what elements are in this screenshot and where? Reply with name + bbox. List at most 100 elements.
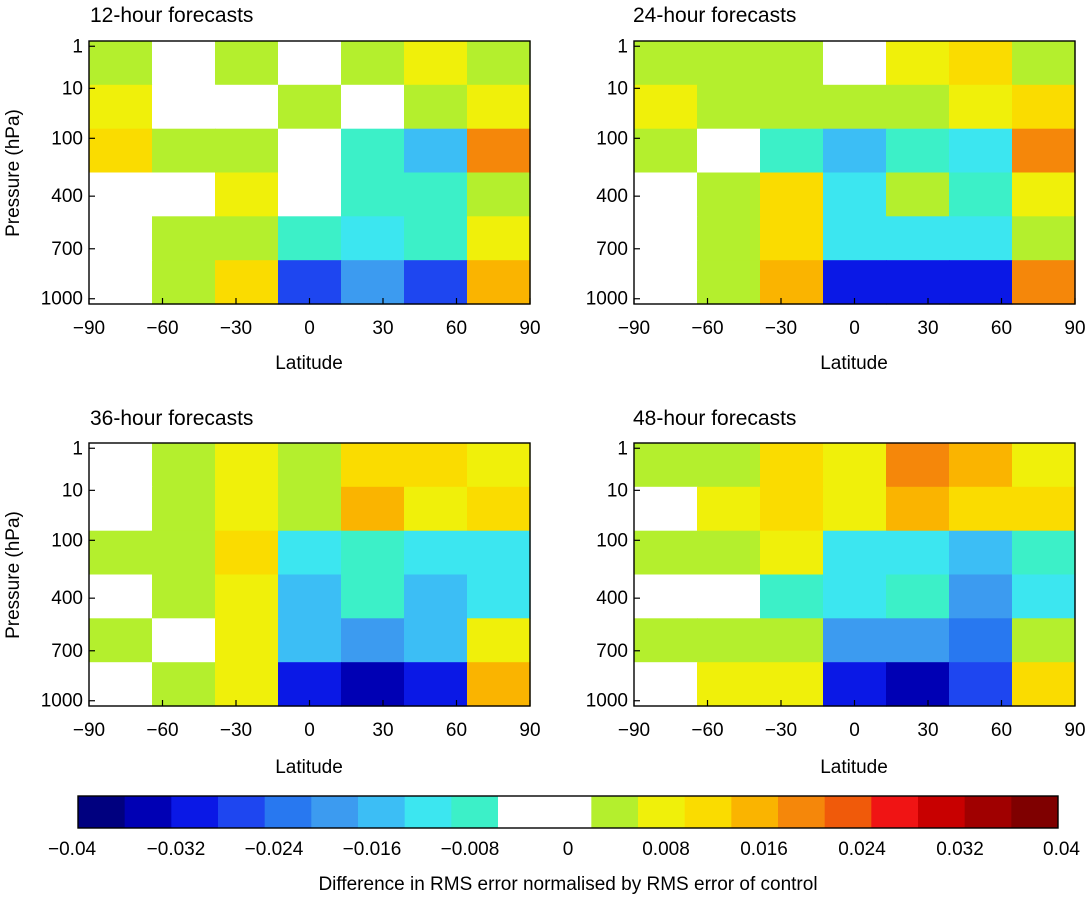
- field-cell: [1012, 128, 1076, 174]
- field-cell: [89, 662, 153, 707]
- field-cell: [89, 574, 153, 619]
- field-cell: [89, 530, 153, 576]
- field-cell: [404, 216, 468, 261]
- field-cell: [886, 618, 950, 663]
- colorbar-swatch: [638, 796, 686, 828]
- field-cell: [89, 84, 153, 130]
- y-axis-label: Pressure (hPa): [3, 511, 24, 639]
- colorbar-tick-label: −0.008: [441, 839, 500, 860]
- field-cell: [634, 574, 698, 619]
- x-tick-labels: −90 −60 −30 0 30 60 90: [618, 700, 1086, 741]
- x-tick-label: 90: [1064, 318, 1085, 339]
- field-cell: [886, 41, 950, 86]
- x-tick-label: −90: [73, 720, 105, 741]
- field-cell: [697, 486, 761, 532]
- x-tick-label: −30: [765, 720, 797, 741]
- x-tick-label: 0: [849, 318, 860, 339]
- field-cell: [152, 260, 216, 305]
- field-cell: [823, 172, 887, 217]
- field-cell: [467, 41, 531, 86]
- colorbar-tick-label: 0.008: [642, 839, 690, 860]
- x-tick-label: 30: [917, 720, 938, 741]
- field-cell: [1012, 84, 1076, 130]
- field-cell: [823, 216, 887, 261]
- field-cell: [278, 486, 342, 532]
- field-cell: [823, 443, 887, 488]
- field-cell: [89, 128, 153, 174]
- colorbar-swatch: [451, 796, 499, 828]
- colorbar-swatch: [871, 796, 919, 828]
- field-cell: [634, 128, 698, 174]
- field-cell: [886, 216, 950, 261]
- field-cell: [278, 128, 342, 174]
- field-cell: [760, 443, 824, 488]
- field-cell: [823, 574, 887, 619]
- colorbar-swatch: [78, 796, 126, 828]
- y-tick-label: 1: [617, 438, 628, 459]
- field-cell: [467, 574, 531, 619]
- x-axis-label: Latitude: [820, 757, 888, 778]
- field-cell: [215, 128, 279, 174]
- field-cell: [89, 486, 153, 532]
- field-cell: [278, 574, 342, 619]
- y-tick-label: 1: [72, 438, 83, 459]
- field-cell: [215, 41, 279, 86]
- field-cell: [278, 530, 342, 576]
- x-tick-label: −60: [146, 720, 178, 741]
- colorbar-tick-label: 0.04: [1043, 839, 1080, 860]
- field-cell: [467, 530, 531, 576]
- field-cell: [1012, 530, 1076, 576]
- colorbar-tick-label: 0.032: [936, 839, 984, 860]
- field-cell: [467, 216, 531, 261]
- colorbar-frame: [77, 795, 1059, 829]
- panel-title: 48-hour forecasts: [633, 407, 796, 430]
- colorbar-swatches: [78, 796, 1059, 828]
- field-cell: [823, 486, 887, 532]
- field-cell: [1012, 618, 1076, 663]
- field-cell: [341, 530, 405, 576]
- field-cell: [152, 41, 216, 86]
- field-cell: [215, 574, 279, 619]
- field-cell: [1012, 216, 1076, 261]
- field-cell: [404, 530, 468, 576]
- field-cell: [215, 443, 279, 488]
- x-tick-label: 30: [372, 720, 393, 741]
- field-cell: [152, 618, 216, 663]
- field-cell: [886, 662, 950, 707]
- field-cell: [823, 128, 887, 174]
- field-cell: [886, 172, 950, 217]
- field-cell: [341, 128, 405, 174]
- field-cell: [278, 84, 342, 130]
- x-tick-label: 60: [446, 318, 467, 339]
- x-tick-label: 30: [372, 318, 393, 339]
- x-tick-label: 60: [446, 720, 467, 741]
- field-cell: [341, 84, 405, 130]
- field-cell: [1012, 486, 1076, 532]
- colorbar-tick-label: −0.016: [343, 839, 402, 860]
- x-tick-label: 90: [1064, 720, 1085, 741]
- x-tick-label: 90: [519, 318, 540, 339]
- field-cell: [697, 216, 761, 261]
- field-cell: [697, 662, 761, 707]
- field-cell: [697, 443, 761, 488]
- field-cell: [1012, 443, 1076, 488]
- colorbar-swatch: [1011, 796, 1059, 828]
- field-cell: [278, 443, 342, 488]
- field-cell: [467, 618, 531, 663]
- field-cell: [760, 216, 824, 261]
- field-cell: [404, 618, 468, 663]
- x-tick-label: 0: [304, 318, 315, 339]
- y-tick-label: 700: [596, 239, 628, 260]
- field-cell: [949, 574, 1013, 619]
- field-cell: [634, 41, 698, 86]
- colorbar-swatch: [918, 796, 966, 828]
- field-cell: [89, 172, 153, 217]
- x-axis-label: Latitude: [820, 353, 888, 374]
- colorbar-swatch: [591, 796, 639, 828]
- field-cell: [949, 662, 1013, 707]
- colorbar-tick-labels: −0.04 −0.032 −0.024 −0.016 −0.008 0 0.008 0.016…: [48, 839, 1080, 860]
- field-cell: [886, 530, 950, 576]
- x-tick-labels: −90 −60 −30 0 30 60 90: [73, 298, 541, 339]
- field-cell: [404, 662, 468, 707]
- field-cell: [152, 443, 216, 488]
